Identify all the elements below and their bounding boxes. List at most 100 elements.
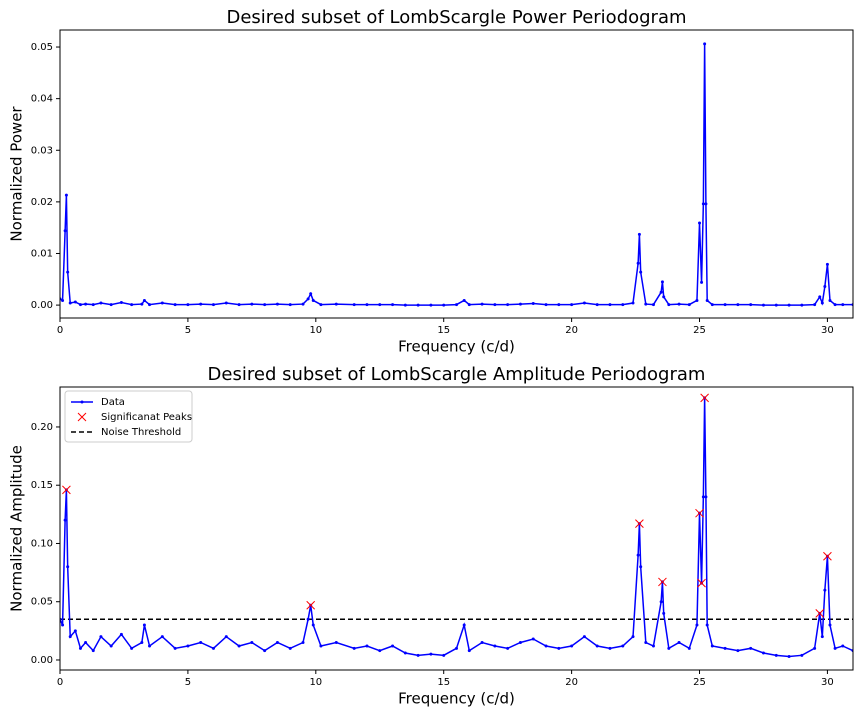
data-point (186, 644, 190, 648)
data-point (334, 302, 338, 306)
data-point (142, 298, 146, 302)
data-point (250, 641, 254, 645)
y-tick-label: 0.01 (31, 248, 53, 259)
data-point (224, 635, 228, 639)
legend-swatch (77, 412, 87, 422)
data-point (557, 646, 561, 650)
data-point (687, 646, 691, 650)
data-point (787, 654, 791, 658)
data-point (148, 303, 152, 307)
x-tick-label: 5 (185, 677, 191, 688)
data-point (119, 301, 123, 305)
data-point (63, 229, 67, 233)
data-point (761, 651, 765, 655)
data-point (462, 623, 466, 627)
data-point (61, 623, 65, 627)
data-point (365, 644, 369, 648)
y-tick-label: 0.03 (31, 145, 53, 156)
x-tick-label: 20 (565, 677, 578, 688)
data-point (667, 646, 671, 650)
y-tick-label: 0.02 (31, 197, 53, 208)
data-point (506, 303, 510, 307)
data-point (736, 649, 740, 653)
x-axis-label: Frequency (c/d) (398, 338, 515, 356)
x-tick-label: 20 (565, 325, 578, 336)
data-point (61, 298, 65, 302)
data-point (429, 303, 433, 307)
data-point (621, 303, 625, 307)
data-point (631, 301, 635, 305)
data-line (60, 43, 853, 306)
data-point (480, 302, 484, 306)
data-point (644, 641, 648, 645)
x-tick-label: 25 (693, 325, 706, 336)
data-point (319, 303, 323, 307)
data-point (378, 303, 382, 307)
data-point (749, 646, 753, 650)
data-point (531, 302, 535, 306)
data-point (662, 295, 666, 299)
data-point (841, 644, 845, 648)
data-point (651, 644, 655, 648)
data-point (160, 301, 164, 305)
data-point (391, 303, 395, 307)
data-point (493, 303, 497, 307)
legend-box (64, 390, 193, 443)
data-point (334, 641, 338, 645)
data-point (263, 303, 267, 307)
axes-frame (59, 29, 854, 319)
x-tick-label: 0 (57, 325, 63, 336)
data-point (595, 303, 599, 307)
data-point (311, 623, 315, 627)
data-point (352, 303, 356, 307)
data-point (833, 646, 837, 650)
data-point (109, 303, 113, 307)
peak-marker (700, 393, 709, 403)
data-point (828, 623, 832, 627)
data-point (705, 623, 709, 627)
x-tick-label: 25 (693, 677, 706, 688)
data-point (582, 301, 586, 305)
data-point (403, 303, 407, 307)
data-point (818, 295, 822, 299)
data-point (774, 653, 778, 657)
data-point (800, 303, 804, 307)
data-point (636, 553, 640, 557)
axes-frame (59, 386, 854, 671)
data-point (544, 303, 548, 307)
data-point (403, 651, 407, 655)
data-point (275, 641, 279, 645)
data-point (621, 644, 625, 648)
data-point (211, 303, 215, 307)
x-tick-label: 5 (185, 325, 191, 336)
y-tick-label: 0.05 (31, 597, 53, 608)
data-point (701, 495, 705, 499)
data-point (636, 261, 640, 265)
data-point (140, 302, 144, 306)
data-point (841, 303, 845, 307)
data-point (662, 611, 666, 615)
data-point (677, 302, 681, 306)
data-point (703, 42, 707, 46)
data-point (677, 641, 681, 645)
x-tick-label: 10 (309, 677, 322, 688)
data-point (480, 641, 484, 645)
data-point (130, 303, 134, 307)
x-tick-label: 10 (309, 325, 322, 336)
data-point (416, 653, 420, 657)
data-point (64, 193, 68, 197)
data-point (467, 303, 471, 307)
data-point (823, 588, 827, 592)
data-point (301, 302, 305, 306)
peak-marker (697, 578, 706, 588)
plot-area (60, 393, 853, 658)
data-point (705, 298, 709, 302)
plot-area (60, 42, 853, 307)
x-axis-label: Frequency (c/d) (398, 690, 515, 708)
data-point (109, 644, 113, 648)
data-point (173, 303, 177, 307)
y-axis-label: Normalized Amplitude (8, 445, 26, 612)
data-point (639, 270, 643, 274)
data-point (704, 202, 708, 206)
